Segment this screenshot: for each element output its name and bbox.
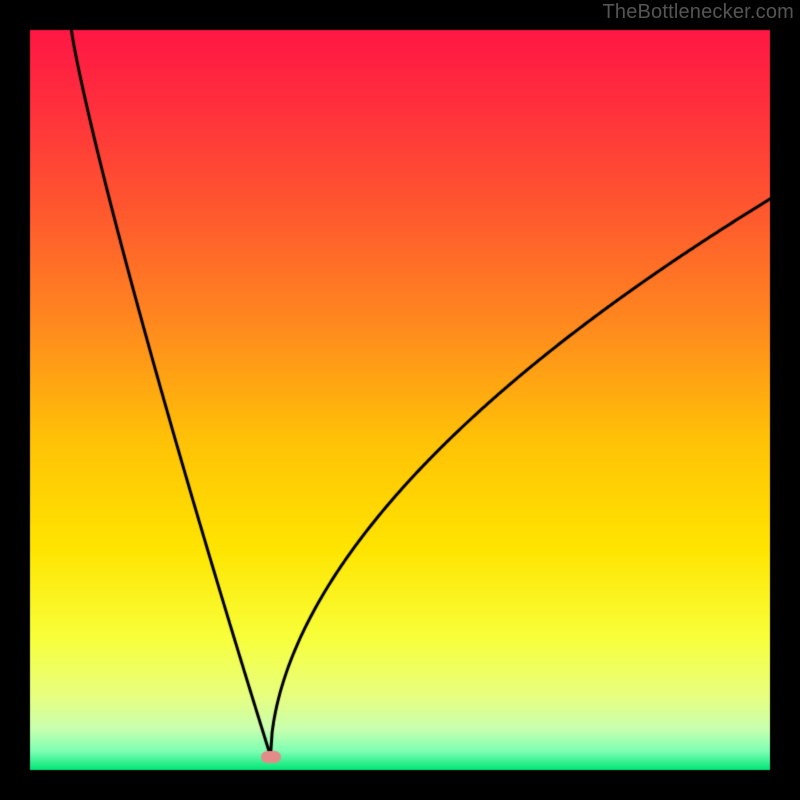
chart-container: TheBottlenecker.com xyxy=(0,0,800,800)
bottleneck-curve-plot xyxy=(0,0,800,800)
